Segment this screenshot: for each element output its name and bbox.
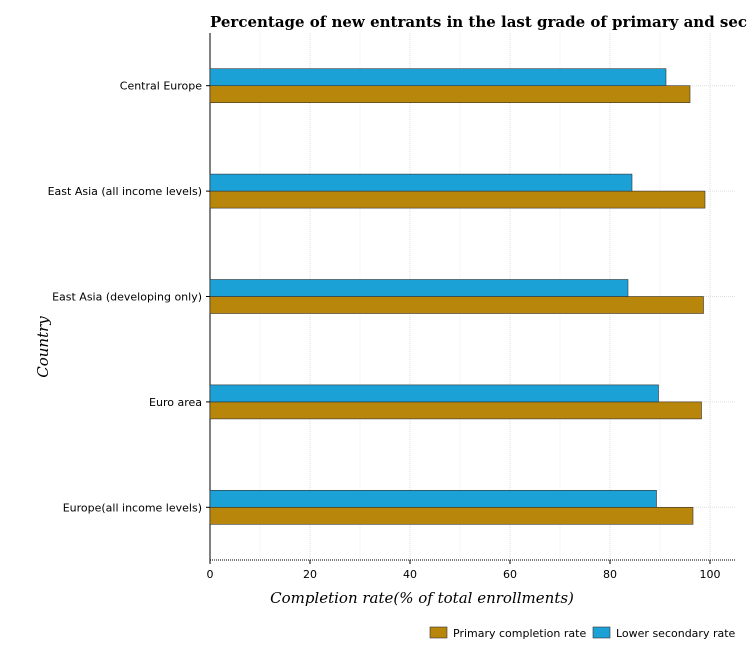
x-tick-label: 20 [303, 568, 317, 581]
y-tick-label: Central Europe [120, 80, 202, 93]
bar-lower-secondary-3 [209, 384, 659, 403]
x-tick-label: 0 [207, 568, 214, 581]
legend: Primary completion rate Lower secondary r… [429, 626, 736, 640]
bars [209, 68, 706, 525]
bar-primary-1 [209, 190, 706, 209]
bar-primary-3 [209, 401, 702, 420]
x-tick-label: 40 [403, 568, 417, 581]
y-ticks: Central Europe East Asia (all income leve… [48, 80, 210, 514]
chart-title: Percentage of new entrants in the last g… [210, 13, 747, 31]
x-tick-label: 60 [503, 568, 517, 581]
bar-primary-2 [209, 296, 704, 314]
bar-primary-4 [209, 506, 694, 525]
bar-lower-secondary-0 [209, 68, 667, 86]
x-axis-title: Completion rate(% of total enrollments) [270, 589, 574, 607]
y-axis-title: Country [34, 316, 52, 378]
bar-lower-secondary-1 [209, 173, 633, 192]
y-tick-label: East Asia (all income levels) [48, 185, 202, 198]
legend-label-1: Lower secondary rate [616, 627, 736, 640]
y-tick-label: Europe(all income levels) [63, 501, 202, 514]
bar-lower-secondary-2 [209, 279, 629, 297]
legend-label-0: Primary completion rate [453, 627, 586, 640]
x-tick-label: 100 [700, 568, 721, 581]
legend-swatch-1 [592, 626, 611, 639]
x-tick-label: 80 [603, 568, 617, 581]
legend-swatch-0 [429, 626, 448, 639]
x-ticks: 0 20 40 60 80 100 [207, 560, 721, 581]
bar-lower-secondary-4 [209, 489, 657, 508]
y-tick-label: East Asia (developing only) [52, 291, 202, 304]
y-tick-label: Euro area [149, 396, 202, 409]
bar-primary-0 [209, 85, 691, 103]
